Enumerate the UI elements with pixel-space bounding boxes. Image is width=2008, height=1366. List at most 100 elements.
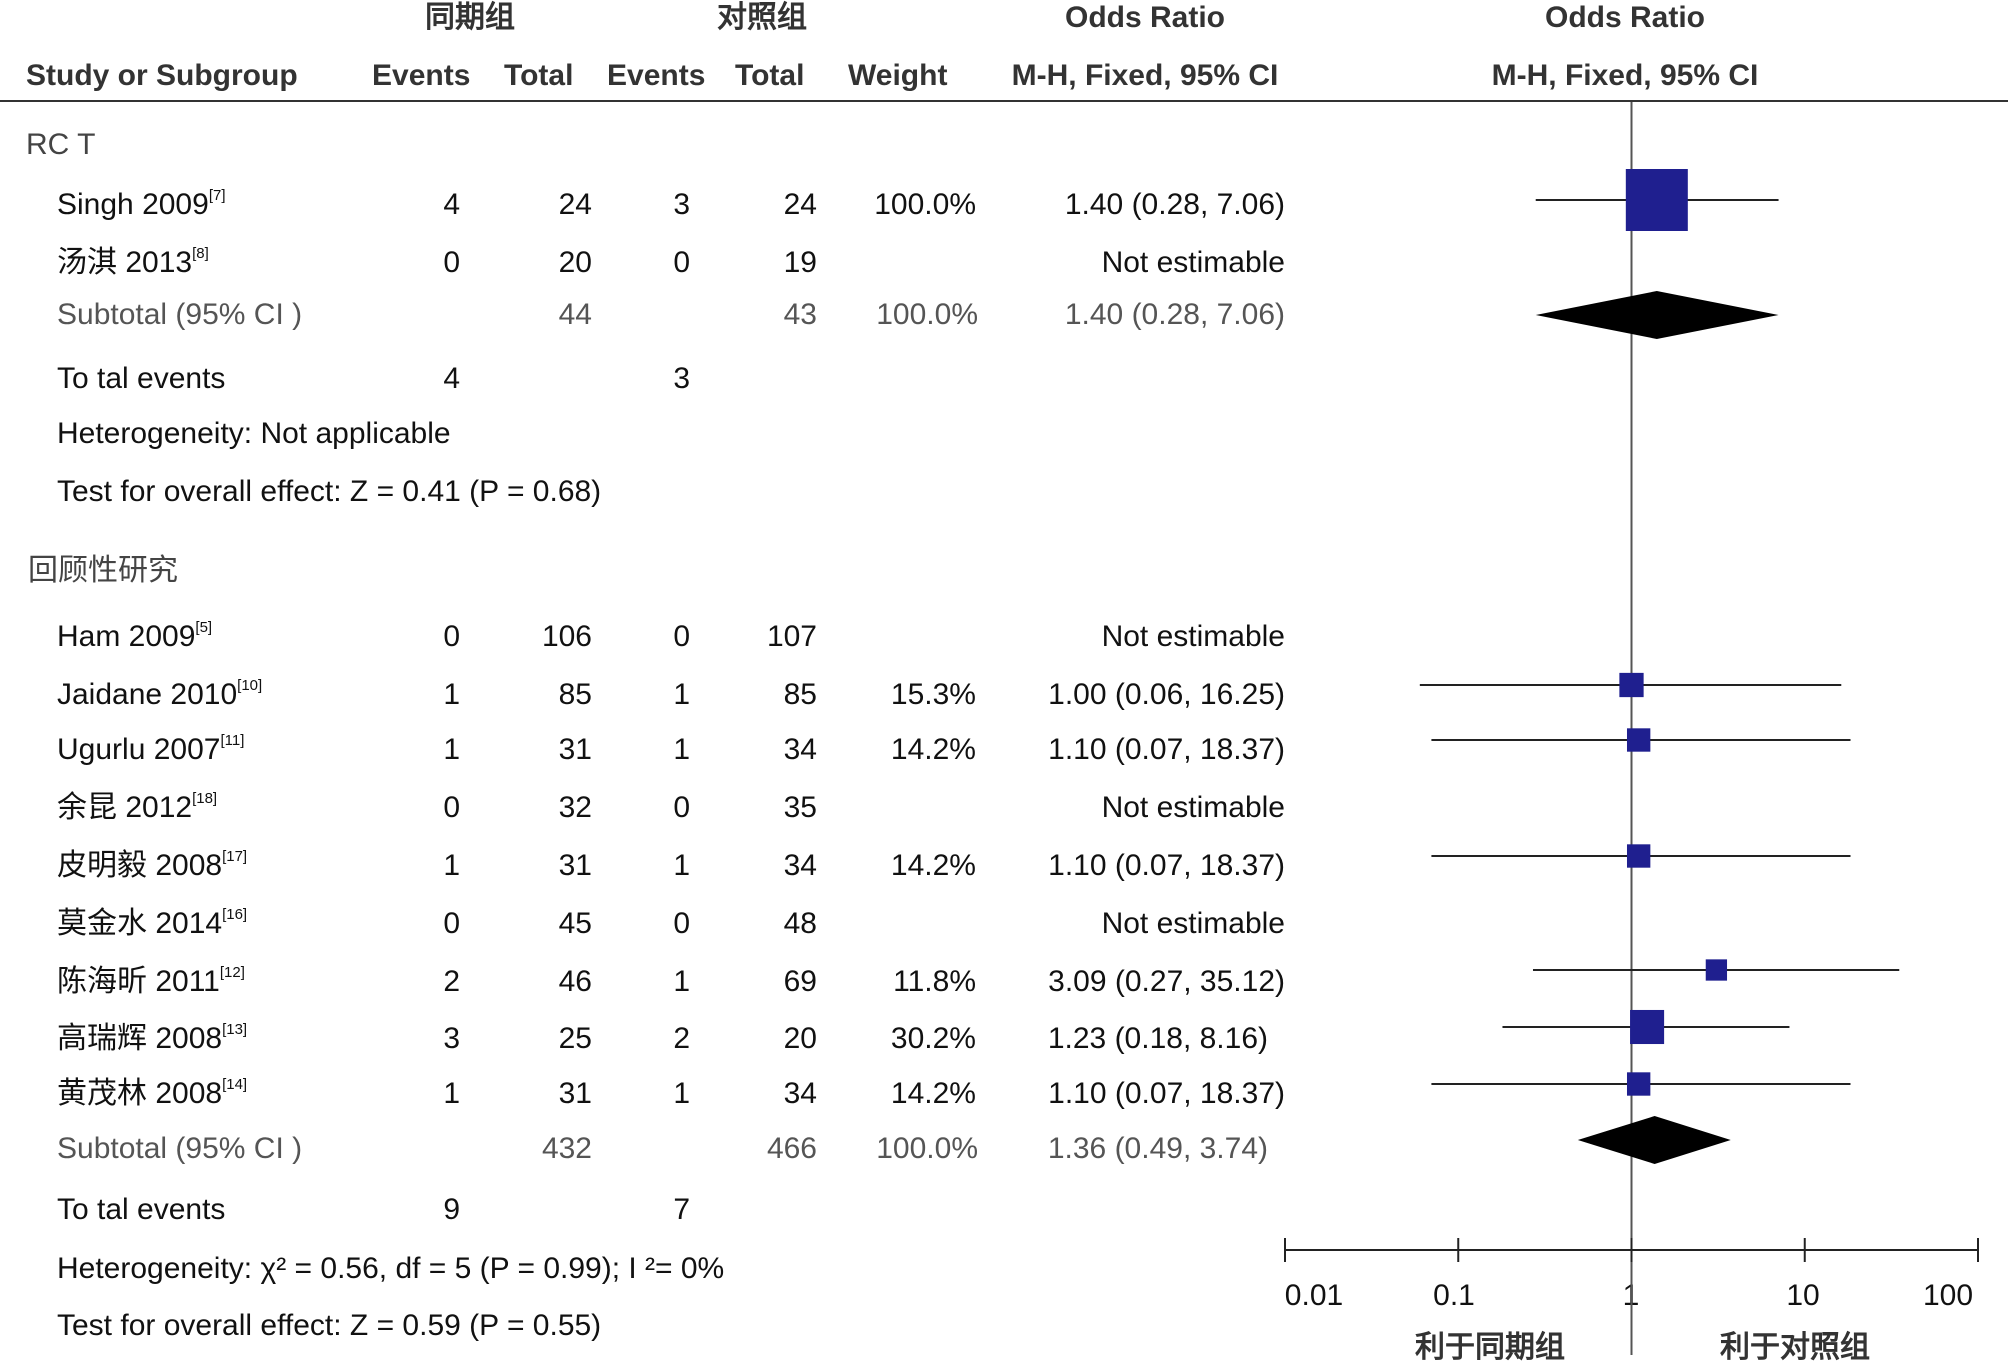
col-total-ctrl: Total	[735, 59, 805, 92]
ci-text: Not estimable	[1101, 620, 1285, 653]
study-marker	[1625, 169, 1688, 231]
total-events-ctrl: 7	[673, 1193, 690, 1226]
total-ctrl: 34	[783, 733, 817, 766]
total-exp: 25	[558, 1022, 592, 1055]
ci-text: 1.10 (0.07, 18.37)	[1048, 849, 1285, 882]
ci-text: Not estimable	[1101, 907, 1285, 940]
subtotal-total-ctrl: 466	[766, 1132, 817, 1165]
group-exp-header: 同期组	[425, 1, 515, 34]
total-exp: 32	[558, 791, 592, 824]
events-exp: 1	[443, 678, 460, 711]
weight: 11.8%	[893, 965, 976, 998]
total-exp: 20	[558, 246, 592, 279]
subtotal-label: Subtotal (95% CI )	[57, 298, 303, 331]
events-ctrl: 1	[673, 733, 690, 766]
events-ctrl: 0	[673, 791, 690, 824]
total-exp: 24	[558, 188, 592, 221]
events-exp: 2	[443, 965, 460, 998]
study-marker	[1619, 672, 1644, 698]
study-marker	[1626, 844, 1651, 868]
total-exp: 106	[541, 620, 592, 653]
study-label: 陈海昕 2011[12]	[57, 964, 245, 998]
total-events-label: To tal events	[57, 362, 226, 395]
study-marker	[1630, 1009, 1665, 1045]
or-title-right: Odds Ratio	[1544, 1, 1705, 34]
study-label: 汤淇 2013[8]	[57, 245, 209, 279]
events-exp: 3	[443, 1022, 460, 1055]
total-events-ctrl: 3	[673, 362, 690, 395]
col-method-right: M-H, Fixed, 95% CI	[1491, 59, 1759, 92]
events-exp: 1	[443, 1077, 460, 1110]
total-ctrl: 19	[783, 246, 817, 279]
events-ctrl: 1	[673, 1077, 690, 1110]
study-label: Ugurlu 2007[11]	[57, 732, 245, 766]
col-weight: Weight	[848, 59, 948, 92]
events-ctrl: 0	[673, 907, 690, 940]
events-ctrl: 3	[673, 188, 690, 221]
total-exp: 31	[558, 849, 592, 882]
events-exp: 0	[443, 907, 460, 940]
study-marker	[1626, 728, 1651, 752]
total-exp: 31	[558, 1077, 592, 1110]
total-ctrl: 69	[783, 965, 817, 998]
total-exp: 45	[558, 907, 592, 940]
subtotal-ci-text: 1.36 (0.49, 3.74)	[1047, 1132, 1268, 1165]
favours-right: 利于对照组	[1720, 1331, 1870, 1364]
col-events-ctrl: Events	[607, 59, 706, 92]
x-tick-label: 10	[1786, 1279, 1820, 1312]
total-ctrl: 35	[783, 791, 817, 824]
events-exp: 1	[443, 849, 460, 882]
events-ctrl: 0	[673, 246, 690, 279]
total-ctrl: 24	[783, 188, 817, 221]
group-title-rct: RC T	[26, 128, 96, 161]
events-ctrl: 2	[673, 1022, 690, 1055]
study-label: 高瑞辉 2008[13]	[57, 1021, 248, 1055]
ci-text: 3.09 (0.27, 35.12)	[1048, 965, 1285, 998]
total-ctrl: 48	[783, 907, 817, 940]
ci-text: 1.10 (0.07, 18.37)	[1048, 733, 1285, 766]
study-label: Jaidane 2010[10]	[57, 677, 263, 711]
x-tick-label: 0.01	[1284, 1279, 1344, 1312]
or-title-left: Odds Ratio	[1064, 1, 1225, 34]
study-label: Singh 2009[7]	[57, 187, 226, 221]
subtotal-weight: 100.0%	[876, 1132, 978, 1165]
weight: 100.0%	[874, 188, 976, 221]
events-exp: 4	[443, 188, 460, 221]
ci-text: 1.00 (0.06, 16.25)	[1048, 678, 1285, 711]
overall-effect-text: Test for overall effect: Z = 0.59 (P = 0…	[57, 1309, 602, 1342]
subtotal-diamond	[1577, 1116, 1731, 1164]
study-label: 莫金水 2014[16]	[57, 906, 248, 940]
subtotal-total-exp: 432	[541, 1132, 592, 1165]
events-exp: 0	[443, 620, 460, 653]
study-marker	[1705, 959, 1728, 981]
total-ctrl: 107	[766, 620, 817, 653]
col-events-exp: Events	[372, 59, 471, 92]
total-exp: 85	[558, 678, 592, 711]
weight: 14.2%	[890, 849, 976, 882]
overall-effect-text: Test for overall effect: Z = 0.41 (P = 0…	[57, 475, 602, 508]
heterogeneity-text: Heterogeneity: Not applicable	[57, 417, 451, 450]
ci-text: 1.10 (0.07, 18.37)	[1048, 1077, 1285, 1110]
events-ctrl: 0	[673, 620, 690, 653]
subtotal-diamond	[1535, 291, 1779, 339]
favours-left: 利于同期组	[1415, 1331, 1565, 1364]
group-ctrl-header: 对照组	[717, 1, 807, 34]
weight: 14.2%	[890, 733, 976, 766]
total-ctrl: 34	[783, 1077, 817, 1110]
subtotal-label: Subtotal (95% CI )	[57, 1132, 303, 1165]
events-ctrl: 1	[673, 678, 690, 711]
x-tick-label: 100	[1922, 1279, 1974, 1312]
total-exp: 31	[558, 733, 592, 766]
total-ctrl: 34	[783, 849, 817, 882]
col-total-exp: Total	[504, 59, 574, 92]
study-label: 黄茂林 2008[14]	[57, 1076, 248, 1110]
total-events-label: To tal events	[57, 1193, 226, 1226]
study-label: 皮明毅 2008[17]	[57, 848, 248, 882]
weight: 30.2%	[890, 1022, 976, 1055]
study-marker	[1626, 1072, 1651, 1096]
ci-text: Not estimable	[1101, 246, 1285, 279]
heterogeneity-text: Heterogeneity: χ² = 0.56, df = 5 (P = 0.…	[57, 1252, 725, 1285]
header-rule	[0, 100, 2008, 102]
weight: 14.2%	[890, 1077, 976, 1110]
